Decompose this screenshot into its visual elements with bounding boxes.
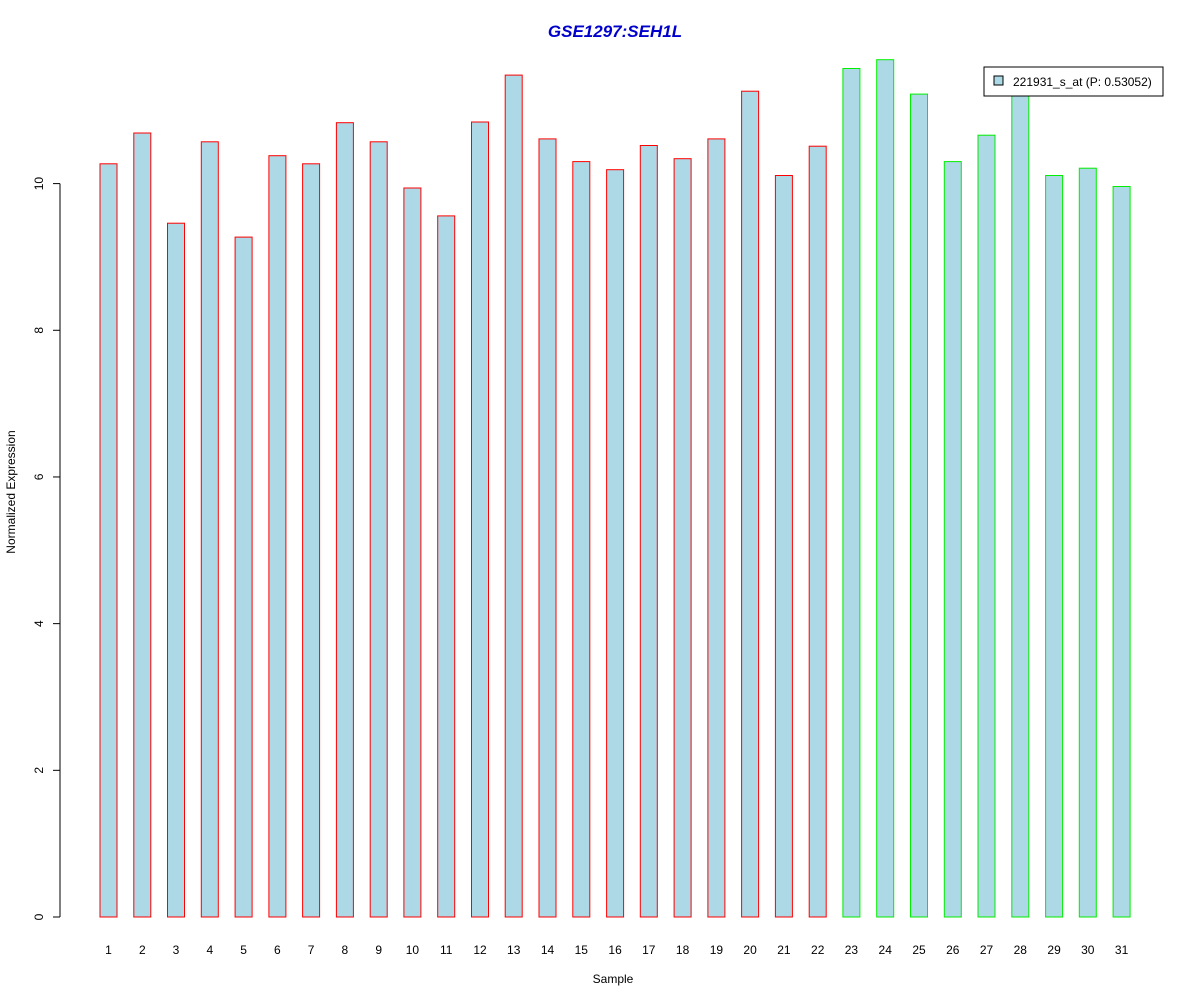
- bar-sample-28: [1011, 88, 1030, 918]
- x-tick-label: 16: [608, 943, 622, 957]
- bar-sample-6: [268, 155, 287, 918]
- bar-sample-23: [842, 68, 861, 918]
- y-tick-label: 0: [32, 913, 46, 920]
- x-tick-labels: 1 2 3 4 5 6 7 8 9 10 11 12 13 14 15 16 17 18 19 20 21 22 23 24 2…: [105, 943, 1128, 957]
- y-tick-label: 4: [32, 620, 46, 627]
- bar-sample-18: [673, 158, 692, 918]
- bar-sample-29: [1045, 175, 1064, 918]
- x-tick-label: 3: [173, 943, 180, 957]
- x-tick-label: 4: [206, 943, 213, 957]
- bar-sample-7: [302, 163, 321, 918]
- bar-sample-8: [335, 122, 354, 918]
- x-tick-label: 6: [274, 943, 281, 957]
- x-tick-label: 30: [1081, 943, 1095, 957]
- bar-sample-13: [504, 74, 523, 918]
- bar-sample-11: [437, 215, 456, 918]
- bar-sample-15: [572, 161, 591, 918]
- x-tick-label: 5: [240, 943, 247, 957]
- x-tick-label: 15: [575, 943, 589, 957]
- y-axis: 0 2 4 6 8 10: [32, 177, 61, 920]
- bar-sample-9: [369, 141, 388, 918]
- chart-title: GSE1297:SEH1L: [548, 22, 682, 41]
- x-tick-label: 27: [980, 943, 994, 957]
- x-tick-label: 22: [811, 943, 825, 957]
- x-tick-label: 11: [440, 943, 453, 957]
- x-tick-label: 21: [777, 943, 791, 957]
- x-tick-label: 10: [406, 943, 420, 957]
- bar-sample-22: [808, 145, 827, 918]
- x-tick-label: 7: [308, 943, 315, 957]
- x-tick-label: 2: [139, 943, 146, 957]
- bar-sample-2: [133, 132, 152, 918]
- x-tick-label: 9: [375, 943, 382, 957]
- legend-box: [983, 66, 1164, 97]
- bar-sample-17: [639, 145, 658, 918]
- y-tick-label: 2: [32, 767, 46, 774]
- bar-sample-30: [1078, 167, 1097, 918]
- bar-sample-16: [606, 169, 625, 918]
- x-tick-label: 31: [1115, 943, 1129, 957]
- x-tick-label: 20: [743, 943, 757, 957]
- bar-sample-20: [741, 90, 760, 918]
- x-tick-label: 24: [879, 943, 893, 957]
- bar-sample-27: [977, 134, 996, 918]
- bar-sample-19: [707, 138, 726, 918]
- bar-sample-12: [471, 121, 489, 918]
- legend-label: 221931_s_at (P: 0.53052): [1013, 75, 1152, 89]
- bar-sample-24: [876, 59, 895, 918]
- x-axis-label: Sample: [593, 972, 634, 986]
- x-tick-label: 17: [642, 943, 656, 957]
- x-tick-label: 28: [1014, 943, 1028, 957]
- x-tick-label: 29: [1047, 943, 1061, 957]
- bar-sample-21: [774, 175, 793, 918]
- x-tick-label: 18: [676, 943, 690, 957]
- bar-sample-4: [200, 141, 219, 918]
- bar-sample-26: [943, 161, 962, 918]
- bar-sample-10: [403, 187, 422, 918]
- bar-sample-1: [99, 163, 118, 918]
- bars: [99, 59, 1131, 918]
- bar-sample-3: [167, 222, 185, 918]
- x-tick-label: 25: [912, 943, 926, 957]
- x-tick-label: 13: [507, 943, 521, 957]
- y-tick-label: 10: [32, 177, 46, 191]
- y-axis-label: Normalized Expression: [4, 430, 18, 553]
- x-tick-label: 19: [710, 943, 724, 957]
- x-tick-label: 23: [845, 943, 859, 957]
- x-tick-label: 1: [105, 943, 112, 957]
- x-tick-label: 12: [473, 943, 487, 957]
- bar-sample-5: [234, 236, 253, 918]
- legend: 221931_s_at (P: 0.53052): [983, 66, 1164, 97]
- y-tick-label: 8: [32, 327, 46, 334]
- x-tick-label: 14: [541, 943, 555, 957]
- x-tick-label: 26: [946, 943, 960, 957]
- x-tick-label: 8: [342, 943, 349, 957]
- y-tick-label: 6: [32, 473, 46, 480]
- bar-sample-31: [1112, 186, 1131, 918]
- legend-swatch: [993, 75, 1004, 86]
- bar-sample-25: [910, 93, 928, 918]
- bar-sample-14: [538, 138, 557, 918]
